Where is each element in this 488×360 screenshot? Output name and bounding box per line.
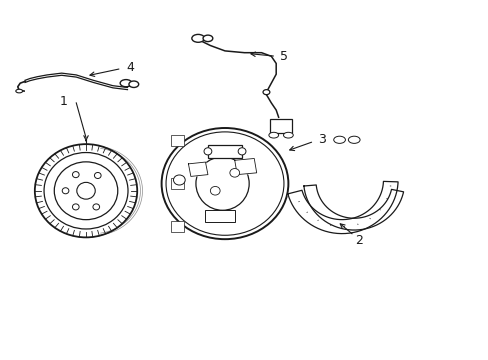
Ellipse shape <box>203 35 212 41</box>
Ellipse shape <box>203 148 211 155</box>
Text: 5: 5 <box>279 50 287 63</box>
Text: 1: 1 <box>60 95 68 108</box>
Bar <box>171 135 183 146</box>
Ellipse shape <box>283 132 293 138</box>
Ellipse shape <box>44 153 128 229</box>
Ellipse shape <box>62 188 69 194</box>
Ellipse shape <box>120 80 132 87</box>
Bar <box>171 221 183 232</box>
Text: 2: 2 <box>354 234 362 247</box>
Ellipse shape <box>210 186 220 195</box>
Bar <box>207 145 242 158</box>
Ellipse shape <box>129 81 139 87</box>
Polygon shape <box>188 162 207 176</box>
Ellipse shape <box>54 162 118 220</box>
Ellipse shape <box>16 89 22 93</box>
Ellipse shape <box>77 183 95 199</box>
Bar <box>270 119 291 134</box>
Ellipse shape <box>333 136 345 143</box>
Ellipse shape <box>173 175 185 185</box>
Bar <box>171 178 183 189</box>
Ellipse shape <box>268 132 278 138</box>
Ellipse shape <box>191 35 204 42</box>
Ellipse shape <box>93 204 100 210</box>
Ellipse shape <box>72 172 79 177</box>
Text: 4: 4 <box>126 60 134 73</box>
Ellipse shape <box>35 144 137 237</box>
Ellipse shape <box>238 148 245 155</box>
Polygon shape <box>287 181 397 234</box>
Polygon shape <box>304 185 403 230</box>
Ellipse shape <box>72 204 79 210</box>
Bar <box>205 210 234 222</box>
Polygon shape <box>234 158 256 175</box>
Ellipse shape <box>196 157 249 210</box>
Ellipse shape <box>347 136 359 143</box>
Ellipse shape <box>94 172 101 179</box>
Ellipse shape <box>166 132 284 235</box>
Ellipse shape <box>263 90 269 95</box>
Ellipse shape <box>161 128 288 239</box>
Ellipse shape <box>229 168 239 177</box>
Text: 3: 3 <box>317 133 325 146</box>
